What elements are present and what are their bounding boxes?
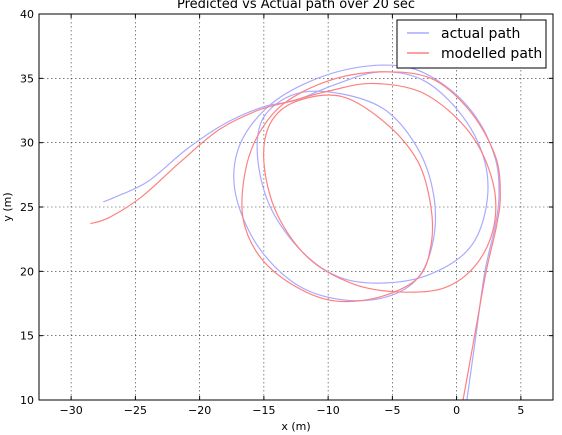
series-line-modelled-path bbox=[90, 71, 501, 400]
legend: actual path modelled path bbox=[396, 19, 547, 69]
chart-title: Predicted vs Actual path over 20 sec bbox=[177, 0, 415, 12]
y-tick-label: 20 bbox=[20, 265, 34, 278]
y-tick-label: 30 bbox=[20, 137, 34, 150]
ticks: −30 −25 −20 −15 −10 −5 0 5 10 15 20 25 30 35 40 bbox=[20, 8, 553, 417]
legend-label: modelled path bbox=[441, 46, 542, 62]
x-tick-label: −30 bbox=[60, 404, 83, 417]
plot-area bbox=[90, 64, 501, 400]
y-tick-label: 35 bbox=[20, 72, 34, 85]
x-tick-label: 0 bbox=[453, 404, 460, 417]
y-tick-label: 40 bbox=[20, 8, 34, 21]
x-tick-label: −10 bbox=[317, 404, 340, 417]
legend-label: actual path bbox=[441, 26, 520, 42]
x-tick-label: −25 bbox=[124, 404, 147, 417]
y-tick-label: 10 bbox=[20, 394, 34, 407]
y-tick-label: 25 bbox=[20, 201, 34, 214]
grid bbox=[39, 13, 553, 401]
x-tick-label: 5 bbox=[517, 404, 524, 417]
x-axis-label: x (m) bbox=[281, 420, 310, 433]
x-tick-label: −5 bbox=[384, 404, 400, 417]
x-tick-label: −15 bbox=[252, 404, 275, 417]
y-tick-label: 15 bbox=[20, 330, 34, 343]
y-axis-label: y (m) bbox=[1, 192, 14, 221]
legend-box bbox=[396, 19, 547, 69]
x-tick-label: −20 bbox=[188, 404, 211, 417]
series-line-actual-path bbox=[103, 64, 500, 400]
series-group bbox=[90, 64, 501, 400]
